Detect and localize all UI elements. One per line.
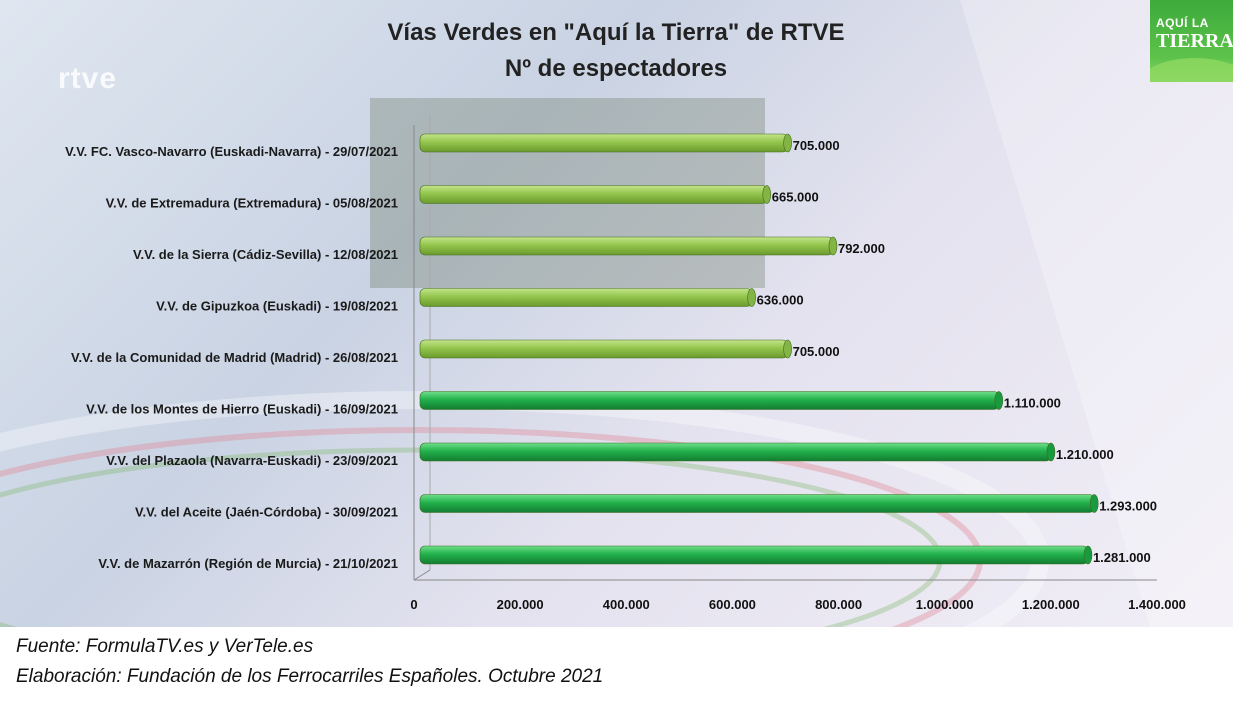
bar-0	[419, 133, 788, 153]
bar-cap-2	[828, 236, 838, 256]
chart-background: rtve Vías Verdes en "Aquí la Tierra" de …	[0, 0, 1233, 627]
x-tick-labels: 0 200.000 400.000 600.000 800.000 1.000.000 1.…	[410, 597, 1186, 612]
aqui-la-tierra-logo: AQUÍ LA TIERRA	[1150, 0, 1233, 82]
source-note: Fuente: FormulaTV.es y VerTele.es	[16, 636, 314, 657]
value-label-7: 1.293.000	[1099, 499, 1157, 514]
bar-4	[419, 339, 788, 359]
category-label-8: V.V. de Mazarrón (Región de Murcia) - 21…	[98, 556, 398, 571]
value-label-1: 665.000	[772, 190, 819, 205]
value-label-8: 1.281.000	[1093, 550, 1151, 565]
bar-8	[419, 545, 1089, 565]
value-label-5: 1.110.000	[1004, 396, 1061, 411]
bar-5	[419, 391, 1000, 410]
bar-3	[419, 288, 752, 307]
category-label-1: V.V. de Extremadura (Extremadura) - 05/0…	[106, 196, 398, 211]
bar-chart: Vías Verdes en "Aquí la Tierra" de RTVE …	[65, 19, 1186, 612]
category-label-7: V.V. del Aceite (Jaén-Córdoba) - 30/09/2…	[135, 505, 398, 520]
bar-1	[419, 185, 768, 204]
value-label-4: 705.000	[793, 344, 840, 359]
category-label-0: V.V. FC. Vasco-Navarro (Euskadi-Navarra)…	[65, 144, 398, 159]
bar-6	[419, 442, 1052, 462]
category-label-4: V.V. de la Comunidad de Madrid (Madrid) …	[71, 350, 398, 365]
category-label-2: V.V. de la Sierra (Cádiz-Sevilla) - 12/0…	[133, 247, 398, 262]
bar-cap-3	[747, 288, 756, 307]
bar-cap-8	[1083, 545, 1093, 565]
bar-cap-1	[762, 185, 772, 204]
value-label-6: 1.210.000	[1056, 447, 1114, 462]
bar-cap-5	[994, 391, 1004, 410]
bar-cap-7	[1089, 494, 1099, 513]
bars-group	[419, 133, 1099, 565]
category-label-6: V.V. del Plazaola (Navarra-Euskadi) - 23…	[106, 453, 398, 468]
value-labels: 705.000 665.000 792.000 636.000 705.000 1.110…	[757, 138, 1157, 565]
axis-depth-line	[413, 569, 431, 581]
bar-2	[419, 236, 834, 256]
x-tick-label-6: 1.200.000	[1022, 597, 1080, 612]
category-labels: V.V. FC. Vasco-Navarro (Euskadi-Navarra)…	[65, 144, 398, 571]
x-tick-label-3: 600.000	[709, 597, 756, 612]
value-label-0: 705.000	[793, 138, 840, 153]
value-label-3: 636.000	[757, 293, 804, 308]
category-label-3: V.V. de Gipuzkoa (Euskadi) - 19/08/2021	[156, 299, 398, 314]
bar-cap-6	[1046, 442, 1056, 462]
x-tick-label-4: 800.000	[815, 597, 862, 612]
chart-title-line-2: Nº de espectadores	[505, 55, 727, 82]
value-label-2: 792.000	[838, 241, 885, 256]
x-tick-label-0: 0	[410, 597, 417, 612]
x-tick-label-7: 1.400.000	[1128, 597, 1186, 612]
x-tick-label-1: 200.000	[497, 597, 544, 612]
chart-title-line-1: Vías Verdes en "Aquí la Tierra" de RTVE	[387, 19, 844, 46]
rtve-watermark: rtve	[58, 62, 118, 95]
bar-7	[419, 494, 1095, 513]
x-tick-label-5: 1.000.000	[916, 597, 974, 612]
bar-cap-0	[783, 133, 792, 153]
x-tick-label-2: 400.000	[603, 597, 650, 612]
category-label-5: V.V. de los Montes de Hierro (Euskadi) -…	[86, 402, 398, 417]
bar-cap-4	[783, 339, 792, 359]
credit-note: Elaboración: Fundación de los Ferrocarri…	[16, 666, 604, 687]
